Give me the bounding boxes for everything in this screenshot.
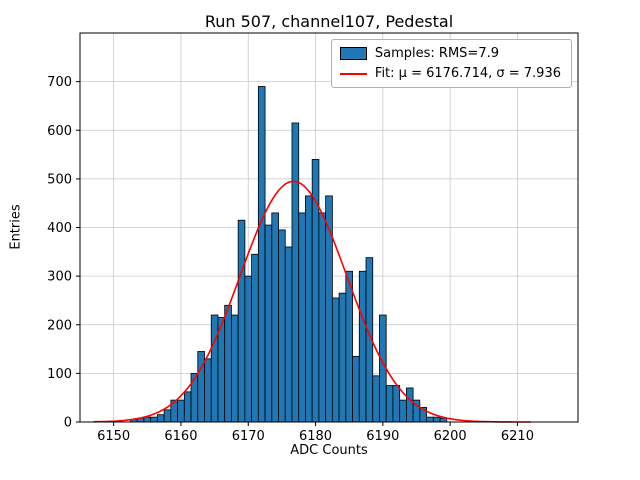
histogram-bar [432,416,441,423]
histogram-bar [237,219,246,423]
legend-entry-fit: Fit: μ = 6176.714, σ = 7.936 [339,66,561,81]
histogram-bar [372,375,380,423]
fit-line-swatch-icon [339,72,367,75]
histogram-bar [318,212,327,423]
x-tick-label: 6180 [299,429,332,444]
histogram-bar [177,399,185,423]
histogram-bar [399,399,407,423]
histogram-bar [426,416,434,423]
y-tick-label: 100 [47,367,72,382]
y-tick-label: 600 [47,124,72,139]
histogram-bar [231,314,239,423]
histogram-bar [183,391,192,423]
histogram-bar [338,292,347,423]
histogram-bar [284,246,293,423]
histogram-bar [305,195,313,423]
histogram-bar [345,270,353,423]
x-tick-label: 6210 [501,429,534,444]
x-axis-label: ADC Counts [290,443,368,458]
histogram-bar [392,385,401,423]
y-tick-label: 300 [47,270,72,285]
y-axis-label: Entries [8,204,24,250]
histogram-swatch-icon [339,47,367,60]
histogram-bar [224,304,232,423]
y-tick-label: 700 [47,75,72,90]
histogram-bar [264,224,273,423]
histogram-bar [298,212,306,423]
histogram-bar [210,314,219,423]
histogram-bar [156,414,165,423]
histogram-bar [405,387,414,423]
x-tick-label: 6150 [97,429,130,444]
histogram-bar [331,297,340,423]
histogram-bar [271,212,279,423]
x-tick-label: 6170 [232,429,265,444]
legend-fit-label: Fit: μ = 6176.714, σ = 7.936 [374,66,561,81]
x-tick-label: 6160 [164,429,197,444]
x-tick-label: 6200 [434,429,467,444]
histogram-bar [358,270,367,423]
y-tick-label: 400 [47,221,72,236]
histogram-bar [291,122,300,423]
histogram-bar [143,416,152,423]
histogram-bar [257,86,266,423]
fit-curve [93,180,531,423]
histogram-bar [217,317,226,423]
histogram-bar [244,275,253,423]
histogram-bar [278,229,286,423]
histogram-bar [163,409,172,423]
x-tick-label: 6190 [366,429,399,444]
legend-entry-samples: Samples: RMS=7.9 [339,46,561,61]
y-tick-label: 500 [47,172,72,187]
histogram-bar [251,253,259,423]
histogram-bar [150,416,158,423]
y-tick-label: 200 [47,318,72,333]
chart-title: Run 507, channel107, Pedestal [204,12,454,31]
legend: Samples: RMS=7.9 Fit: μ = 6176.714, σ = … [330,39,572,88]
histogram-bar [204,358,212,423]
histogram-bar [385,385,394,423]
histogram-bar [439,417,448,423]
histogram-bar [352,355,360,423]
histogram-bar [190,372,199,423]
legend-samples-label: Samples: RMS=7.9 [374,46,500,61]
y-tick-label: 0 [64,416,72,431]
